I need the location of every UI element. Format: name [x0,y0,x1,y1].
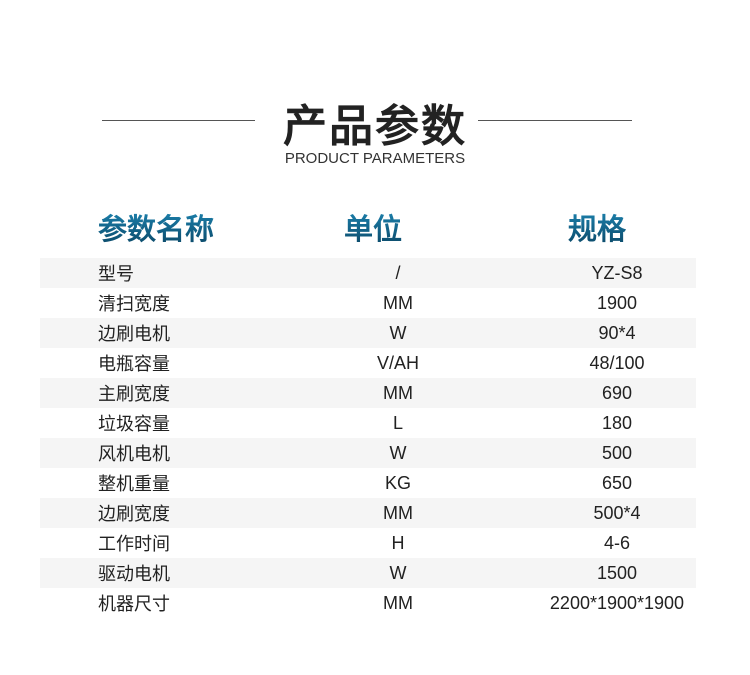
param-unit: MM [383,502,413,523]
param-spec: 650 [601,472,633,493]
param-spec: 500*4 [593,502,641,523]
param-spec: 4-6 [603,532,630,553]
param-unit: KG [384,472,411,493]
param-name: 整机重量 [98,474,170,494]
divider-right [478,120,632,121]
table-row: 风机电机 W 500 [40,438,696,468]
param-name: 电瓶容量 [98,354,170,374]
page-title: 产品参数 [283,101,467,152]
param-name: 型号 [98,264,134,284]
param-unit: MM [383,292,413,313]
param-spec: 90*4 [598,322,636,343]
param-name: 清扫宽度 [98,294,170,314]
param-unit: H [391,532,405,553]
header-unit: 单位 [344,206,402,248]
param-spec: 1500 [596,562,638,583]
table-row: 工作时间 H 4-6 [40,528,696,558]
param-name: 垃圾容量 [98,414,170,434]
param-name: 机器尺寸 [98,594,170,614]
divider-left [102,120,255,121]
param-unit: W [389,442,407,463]
param-name: 主刷宽度 [98,384,170,404]
param-name: 边刷电机 [98,324,170,344]
header-name: 参数名称 [98,206,214,248]
param-name: 工作时间 [98,534,170,554]
page-subtitle: PRODUCT PARAMETERS [284,150,466,167]
param-name: 驱动电机 [98,564,170,584]
table-row: 整机重量 KG 650 [40,468,696,498]
param-unit: MM [383,382,413,403]
table-row: 驱动电机 W 1500 [40,558,696,588]
table-row: 机器尺寸 MM 2200*1900*1900 [40,588,696,618]
param-unit: W [389,562,407,583]
param-spec: YZ-S8 [591,262,643,283]
table-row: 垃圾容量 L 180 [40,408,696,438]
param-unit: V/AH [376,352,419,373]
param-spec: 180 [601,412,633,433]
table-row: 电瓶容量 V/AH 48/100 [40,348,696,378]
param-spec: 48/100 [589,352,645,373]
table-row: 型号 / YZ-S8 [40,258,696,288]
param-spec: 2200*1900*1900 [549,592,685,613]
param-spec: 1900 [596,292,638,313]
param-unit: / [395,262,401,283]
table-row: 清扫宽度 MM 1900 [40,288,696,318]
table-row: 主刷宽度 MM 690 [40,378,696,408]
param-spec: 690 [601,382,633,403]
header-spec: 规格 [568,206,626,248]
param-unit: L [392,412,403,433]
table-row: 边刷宽度 MM 500*4 [40,498,696,528]
param-name: 边刷宽度 [98,504,170,524]
param-unit: MM [383,592,413,613]
param-unit: W [389,322,407,343]
table-row: 边刷电机 W 90*4 [40,318,696,348]
spec-table: 型号 / YZ-S8 清扫宽度 MM 1900 边刷电机 W 90*4 电瓶容量 V/AH 48/10… [40,258,696,618]
param-spec: 500 [601,442,633,463]
param-name: 风机电机 [98,444,170,464]
